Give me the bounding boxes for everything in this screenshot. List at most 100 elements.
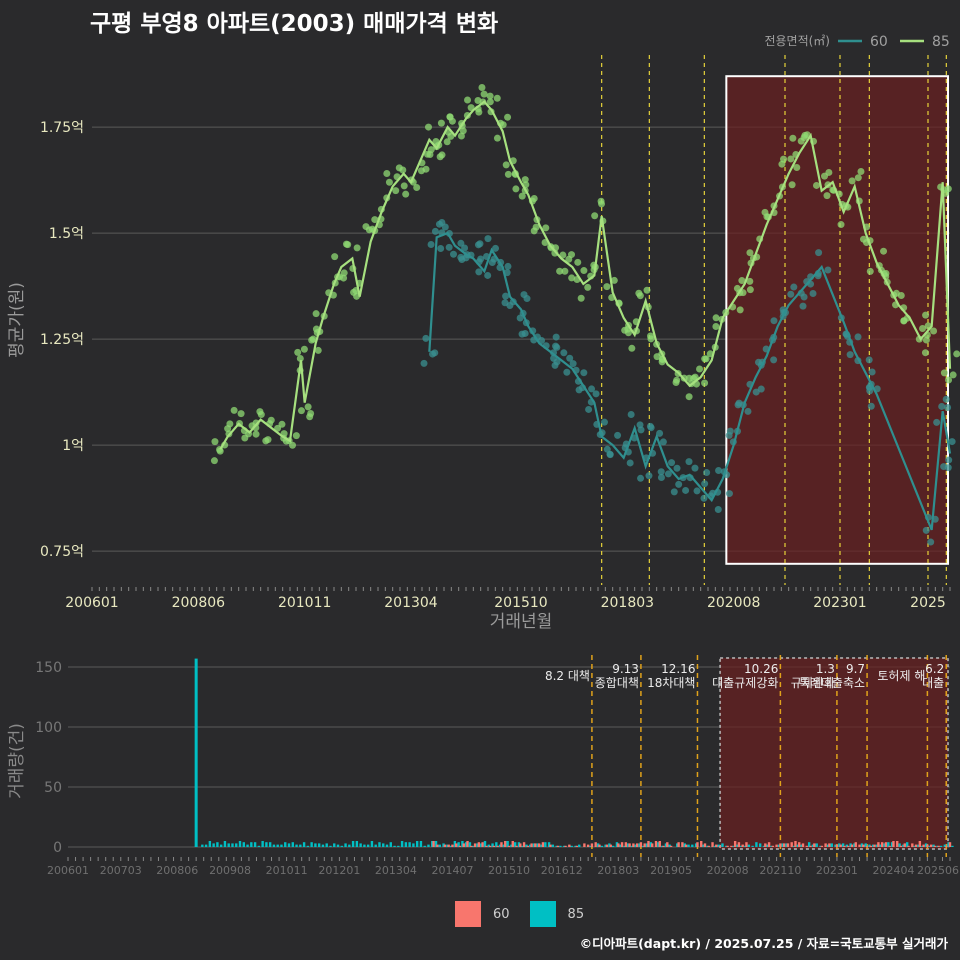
- data-point-85: [413, 184, 421, 192]
- vol-bar-85: [600, 845, 604, 847]
- data-point-85: [746, 249, 754, 257]
- vol-bar-60: [911, 843, 914, 847]
- data-point-60: [715, 467, 723, 475]
- data-point-60: [450, 250, 458, 258]
- vol-x-tick-13: 202110: [759, 864, 801, 877]
- vol-bar-60: [534, 843, 537, 847]
- data-point-60: [938, 402, 946, 410]
- data-point-60: [657, 473, 665, 481]
- data-point-60: [854, 333, 862, 341]
- data-point-60: [645, 472, 653, 480]
- data-point-60: [700, 494, 708, 502]
- vol-bar-60: [470, 845, 473, 847]
- vol-bar-85: [434, 841, 438, 847]
- data-point-60: [933, 418, 941, 426]
- vol-y-axis-title: 거래량(건): [7, 723, 27, 799]
- vol-bar-85: [623, 845, 626, 847]
- volume-legend: 60 85: [455, 901, 604, 927]
- vol-bar-85: [446, 844, 449, 847]
- data-point-60: [501, 299, 509, 307]
- data-point-85: [643, 286, 651, 294]
- vol-bar-60: [786, 843, 790, 847]
- vol-bar-60: [877, 842, 880, 847]
- vol-bar-85: [702, 844, 705, 847]
- vol-policy-label-4: 규제완화: [791, 676, 835, 690]
- vol-bar-85: [664, 843, 668, 847]
- vol-bar-60: [477, 842, 481, 847]
- data-point-60: [770, 317, 778, 325]
- data-point-85: [278, 420, 286, 428]
- vol-bar-60: [432, 841, 435, 847]
- y-tick-label-2: 1.25억: [40, 332, 84, 348]
- data-point-85: [448, 117, 456, 125]
- vol-bar-85: [619, 844, 622, 847]
- vol-bar-85: [890, 842, 894, 847]
- legend-label-60: 60: [870, 34, 888, 50]
- vol-policy-label-3: 대출규제강화: [712, 676, 778, 690]
- vol-bar-60: [549, 844, 552, 847]
- vol-bar-85: [502, 844, 506, 847]
- vol-bar-85: [261, 841, 264, 847]
- vol-bar-85: [291, 842, 294, 847]
- vol-bar-85: [917, 844, 920, 847]
- vol-policy-label-1: 종합대책: [595, 675, 639, 690]
- data-point-60: [588, 385, 596, 393]
- vol-bar-85: [404, 842, 408, 847]
- vol-bar-60: [907, 845, 910, 847]
- vol-bar-85: [732, 845, 735, 847]
- vol-bar-85: [819, 845, 822, 847]
- vol-bar-60: [583, 843, 586, 847]
- vol-bar-85: [555, 845, 558, 847]
- data-point-60: [560, 349, 568, 357]
- vol-bar-85: [272, 844, 276, 847]
- data-point-85: [402, 190, 410, 198]
- vol-x-tick-9: 201612: [541, 864, 583, 877]
- data-point-85: [486, 92, 494, 100]
- vol-bar-85: [276, 844, 279, 847]
- vol-bar-60: [730, 845, 733, 847]
- vol-bar-85: [687, 844, 690, 847]
- data-point-60: [484, 271, 492, 279]
- data-point-85: [340, 269, 348, 277]
- data-point-85: [371, 216, 379, 224]
- vol-bar-60: [948, 842, 952, 847]
- data-point-85: [945, 376, 953, 384]
- vol-bar-85: [389, 842, 392, 847]
- data-point-85: [400, 182, 408, 190]
- vol-bar-85: [355, 841, 359, 847]
- data-point-60: [427, 241, 435, 249]
- data-point-60: [735, 399, 743, 407]
- vol-bar-85: [216, 842, 219, 847]
- vol-bar-85: [370, 841, 374, 847]
- data-point-85: [210, 457, 218, 465]
- vol-bar-85: [363, 844, 366, 847]
- data-point-60: [846, 351, 854, 359]
- data-point-60: [637, 474, 645, 482]
- vol-bar-85: [498, 844, 502, 847]
- vol-bar-60: [684, 844, 688, 847]
- vol-bar-85: [574, 845, 577, 847]
- vol-bar-60: [711, 842, 714, 847]
- data-point-85: [493, 94, 501, 102]
- vol-bar-60: [726, 845, 729, 847]
- vol-bar-60: [790, 842, 793, 847]
- vol-bar-85: [295, 844, 298, 847]
- data-point-60: [657, 468, 665, 476]
- data-point-85: [940, 369, 948, 377]
- data-point-85: [647, 335, 655, 343]
- vol-bar-60: [858, 844, 861, 847]
- data-point-85: [530, 227, 538, 235]
- data-point-85: [518, 192, 526, 200]
- vol-bar-85: [608, 843, 611, 847]
- vol-bar-60: [873, 844, 876, 847]
- data-point-60: [809, 290, 817, 298]
- vol-x-tick-1: 200703: [100, 864, 142, 877]
- vol-bar-60: [880, 842, 884, 847]
- vol-bar-85: [691, 844, 694, 847]
- vol-bar-85: [830, 843, 833, 847]
- vol-bar-85: [875, 844, 879, 847]
- vol-bar-60: [628, 843, 631, 847]
- vol-x-tick-12: 202008: [707, 864, 749, 877]
- data-point-60: [790, 283, 798, 291]
- vol-bar-85: [939, 845, 943, 847]
